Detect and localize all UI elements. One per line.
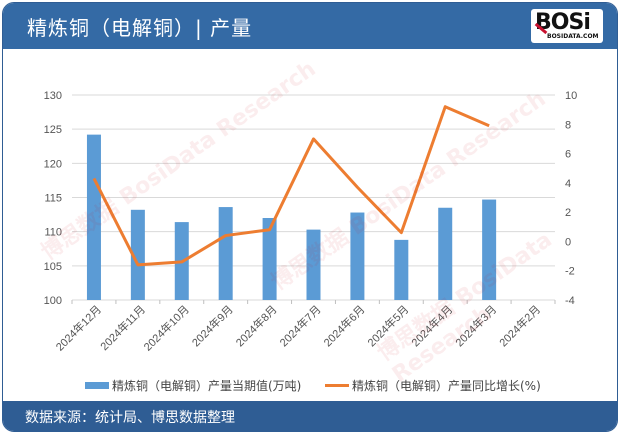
line-swatch-icon [325, 384, 349, 387]
x-axis-label: 2024年7月 [277, 302, 324, 349]
bar [86, 134, 101, 300]
bar-swatch-icon [85, 382, 109, 389]
chart-title: 精炼铜（电解铜）| 产量 [27, 16, 253, 40]
bar [130, 209, 145, 300]
x-axis-label: 2024年8月 [233, 302, 280, 349]
bar [394, 239, 409, 300]
legend-line-label: 精炼铜（电解铜）产量同比增长(%) [352, 379, 541, 393]
data-source: 数据来源：统计局、博思数据整理 [25, 410, 235, 426]
right-axis-tick: 4 [565, 178, 571, 190]
x-axis-label: 2024年3月 [452, 302, 499, 349]
x-axis-label: 2024年10月 [140, 302, 191, 353]
right-axis-tick: 2 [565, 207, 571, 219]
x-axis-label: 2024年2月 [496, 302, 543, 349]
bosi-logo: BOSi BOSIDATA.COM [531, 9, 603, 43]
x-axis-label: 2024年9月 [189, 302, 236, 349]
left-axis-tick: 120 [44, 158, 62, 170]
left-axis-tick: 105 [44, 261, 62, 273]
legend-bar-label: 精炼铜（电解铜）产量当期值(万吨) [112, 379, 302, 393]
right-axis-tick: -2 [565, 266, 575, 278]
left-axis-tick: 115 [44, 193, 62, 205]
bar [482, 199, 497, 300]
legend: 精炼铜（电解铜）产量当期值(万吨) 精炼铜（电解铜）产量同比增长(%) [3, 377, 617, 395]
bar [438, 207, 453, 300]
right-axis-tick: 10 [565, 90, 577, 102]
footer-bar: 数据来源：统计局、博思数据整理 [3, 401, 617, 431]
right-axis-tick: 8 [565, 119, 571, 131]
bar [218, 207, 233, 300]
right-axis-tick: 0 [565, 236, 571, 248]
header-bar: 精炼铜（电解铜）| 产量 BOSi BOSIDATA.COM [3, 3, 617, 49]
left-axis-tick: 125 [44, 124, 62, 136]
legend-item-bar: 精炼铜（电解铜）产量当期值(万吨) [85, 377, 301, 394]
growth-line [92, 105, 490, 267]
combo-chart: 100 105 110 115 120 125 130 -4 -2 0 2 4 6 8 10 2024年12月… [44, 90, 578, 354]
right-axis-tick: -4 [565, 295, 575, 307]
x-axis-label: 2024年12月 [53, 302, 104, 353]
bar [262, 218, 277, 300]
bar [306, 229, 321, 300]
x-axis-label: 2024年6月 [320, 302, 367, 349]
legend-item-line: 精炼铜（电解铜）产量同比增长(%) [325, 377, 541, 394]
left-axis-tick: 130 [44, 90, 62, 102]
left-axis-tick: 100 [44, 295, 62, 307]
x-axis-label: 2024年5月 [364, 302, 411, 349]
logo-subtext: BOSIDATA.COM [547, 33, 599, 40]
x-axis-label: 2024年4月 [408, 302, 455, 349]
x-axis-label: 2024年11月 [97, 302, 148, 353]
right-axis-tick: 6 [565, 149, 571, 161]
left-axis-tick: 110 [44, 227, 62, 239]
bar [350, 212, 365, 300]
